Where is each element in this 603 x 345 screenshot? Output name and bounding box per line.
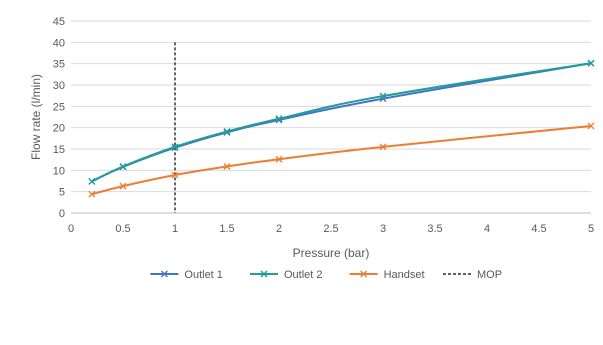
data-point-outlet-2: [275, 115, 283, 123]
data-point-handset: [275, 155, 283, 163]
data-point-handset: [88, 190, 96, 198]
data-point-handset: [587, 122, 595, 130]
data-point-handset: [119, 182, 127, 190]
y-tick-label: 25: [53, 101, 65, 113]
legend-item-outlet-2: Outlet 2: [250, 269, 323, 281]
y-tick-label: 0: [59, 208, 65, 220]
data-point-outlet-2: [379, 92, 387, 100]
x-tick-label: 3.5: [427, 223, 442, 235]
data-point-handset: [223, 163, 231, 170]
data-point-outlet-2: [88, 177, 96, 185]
x-axis-title: Pressure (bar): [293, 246, 370, 260]
y-tick-label: 5: [59, 187, 65, 199]
x-tick-label: 0: [68, 223, 74, 235]
y-tick-label: 10: [53, 165, 65, 177]
y-tick-label: 40: [53, 37, 65, 49]
legend-item-outlet-1: Outlet 1: [150, 269, 223, 281]
y-tick-label: 35: [53, 59, 65, 71]
legend-label: Handset: [384, 269, 425, 281]
legend-item-mop: MOP: [443, 269, 502, 281]
legend-label: Outlet 2: [284, 269, 323, 281]
x-tick-label: 1.5: [219, 223, 234, 235]
x-tick-label: 1: [172, 223, 178, 235]
data-point-outlet-2: [171, 143, 179, 151]
data-point-handset: [379, 143, 387, 151]
x-tick-label: 0.5: [115, 223, 130, 235]
legend-label: Outlet 1: [184, 269, 223, 281]
x-tick-label: 4.5: [531, 223, 546, 235]
y-axis-title: Flow rate (l/min): [29, 74, 43, 160]
data-point-outlet-2: [119, 163, 127, 170]
x-tick-label: 2.5: [323, 223, 338, 235]
tick-labels: 0 5 10 15 20 25 30 35 40 45 0 0.5 1 1.5 2 2.5 3 3.5 4 4.5 5: [53, 16, 594, 235]
x-tick-label: 2: [276, 223, 282, 235]
data-point-outlet-2: [223, 128, 231, 135]
legend-label: MOP: [477, 269, 502, 281]
legend: Outlet 1 Outlet 2 Handset MOP: [150, 269, 502, 281]
gridlines: [71, 20, 591, 214]
series-line-outlet-2: [91, 62, 592, 183]
y-tick-label: 15: [53, 144, 65, 156]
legend-marker: [260, 270, 268, 278]
x-tick-label: 5: [588, 223, 594, 235]
series-line-outlet-1: [91, 62, 592, 183]
series-line-handset: [91, 124, 592, 196]
y-tick-label: 20: [53, 123, 65, 135]
data-point-outlet-2: [587, 59, 595, 67]
y-tick-label: 45: [53, 16, 65, 28]
legend-marker: [360, 270, 368, 278]
legend-marker: [160, 270, 168, 278]
x-tick-label: 3: [380, 223, 386, 235]
legend-item-handset: Handset: [349, 269, 425, 281]
series-layer: [88, 59, 595, 198]
data-point-handset: [171, 171, 179, 179]
x-tick-label: 4: [484, 223, 490, 235]
y-tick-label: 30: [53, 80, 65, 92]
